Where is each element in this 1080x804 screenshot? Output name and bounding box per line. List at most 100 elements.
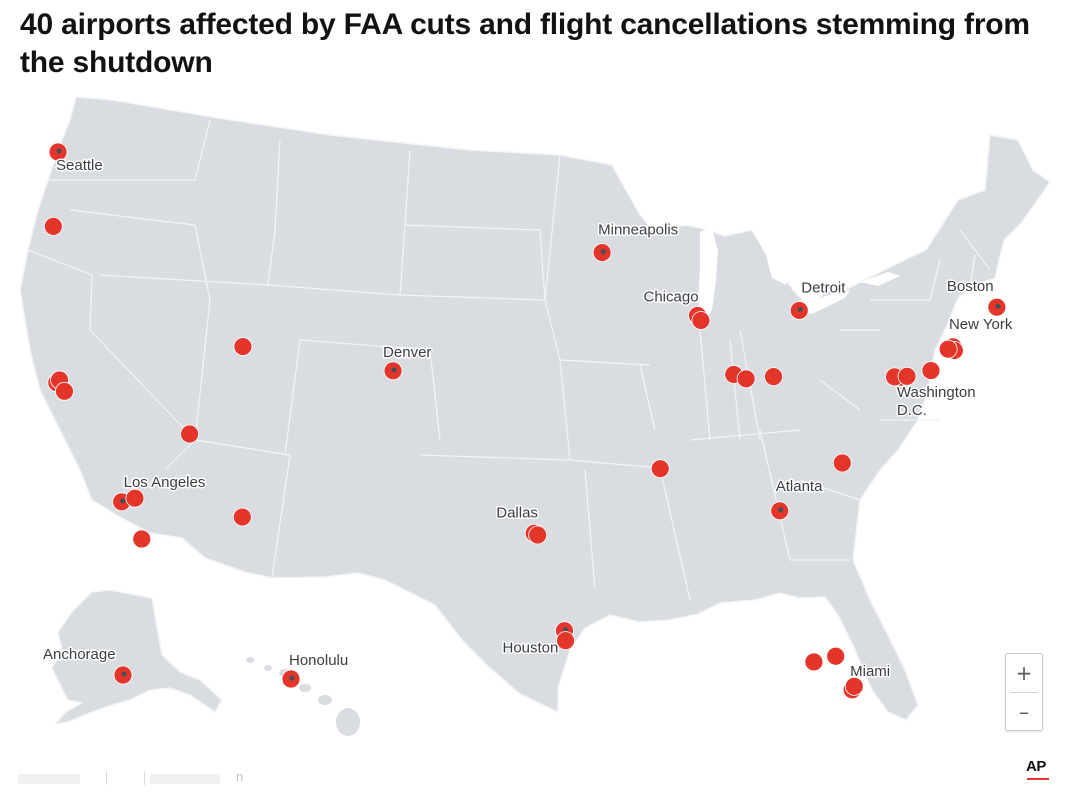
state-border-line bbox=[759, 429, 791, 561]
airport-marker[interactable] bbox=[691, 311, 711, 330]
state-border-line bbox=[299, 339, 431, 351]
hawaii-island bbox=[264, 665, 272, 671]
airport-marker[interactable] bbox=[281, 669, 301, 689]
airport-marker[interactable] bbox=[233, 337, 253, 356]
airport-dot[interactable] bbox=[938, 339, 958, 359]
airport-dot[interactable] bbox=[826, 646, 846, 666]
airport-dot[interactable] bbox=[233, 337, 253, 356]
airport-dot[interactable] bbox=[55, 381, 74, 401]
hawaii-island bbox=[246, 657, 254, 663]
airport-marker[interactable] bbox=[789, 301, 809, 320]
city-labels: Seattle Los Angeles Denver Dallas Houston Min… bbox=[42, 156, 1015, 682]
airport-dot[interactable] bbox=[691, 311, 711, 330]
alaska-shape bbox=[51, 589, 223, 725]
zoom-divider bbox=[1010, 692, 1038, 693]
state-border-line bbox=[284, 339, 301, 456]
airport-dot[interactable] bbox=[844, 676, 864, 696]
airport-marker[interactable] bbox=[770, 501, 790, 521]
city-label: Chicago bbox=[644, 289, 699, 306]
airport-marker[interactable] bbox=[43, 216, 63, 236]
city-center-dot bbox=[797, 306, 803, 313]
state-border-line bbox=[959, 229, 991, 271]
state-border-line bbox=[194, 299, 211, 441]
city-center-dot bbox=[289, 675, 295, 681]
airport-dot[interactable] bbox=[832, 453, 852, 473]
airport-marker[interactable] bbox=[232, 507, 252, 527]
airport-dot[interactable] bbox=[556, 631, 575, 651]
city-label: Houston bbox=[502, 640, 558, 657]
airport-marker[interactable] bbox=[938, 339, 958, 359]
city-label: Miami bbox=[850, 663, 890, 680]
airport-marker[interactable] bbox=[987, 297, 1007, 317]
city-center-dot bbox=[120, 498, 126, 504]
airport-dot[interactable] bbox=[921, 361, 941, 380]
airport-marker[interactable] bbox=[736, 369, 756, 389]
state-border-line bbox=[819, 379, 861, 411]
airport-marker[interactable] bbox=[832, 453, 852, 473]
hawaii-island bbox=[318, 695, 332, 705]
airport-dot[interactable] bbox=[764, 367, 783, 387]
airport-dot[interactable] bbox=[43, 216, 63, 236]
airport-dot[interactable] bbox=[804, 652, 824, 672]
airport-dot[interactable] bbox=[736, 369, 756, 389]
lake-ontario bbox=[860, 272, 900, 286]
airport-dot[interactable] bbox=[125, 488, 145, 508]
airport-marker[interactable] bbox=[804, 652, 824, 672]
state-border-line bbox=[267, 229, 276, 286]
state-border-line bbox=[639, 364, 656, 431]
state-border-line bbox=[404, 149, 411, 226]
city-label: Minneapolis bbox=[598, 222, 678, 239]
airport-marker[interactable] bbox=[826, 646, 846, 666]
zoom-out-button[interactable]: – bbox=[1019, 700, 1029, 724]
attribution-fragment: n bbox=[236, 769, 244, 784]
city-center-dot bbox=[600, 249, 606, 255]
airport-marker[interactable] bbox=[125, 488, 145, 508]
airport-dot[interactable] bbox=[132, 529, 152, 549]
state-border-line bbox=[659, 467, 691, 601]
city-center-dot bbox=[56, 148, 62, 154]
map-title: 40 airports affected by FAA cuts and fli… bbox=[20, 8, 1030, 79]
airport-marker[interactable] bbox=[48, 142, 68, 162]
airport-marker[interactable] bbox=[556, 631, 575, 651]
city-label: Seattle bbox=[56, 157, 103, 174]
hawaii-island bbox=[299, 684, 311, 692]
state-border-line bbox=[194, 439, 291, 456]
airport-dot[interactable] bbox=[897, 366, 917, 386]
airport-marker[interactable] bbox=[113, 665, 133, 685]
great-lakes bbox=[640, 200, 900, 322]
airport-marker[interactable] bbox=[650, 459, 670, 479]
state-border-line bbox=[569, 459, 661, 469]
state-border-line bbox=[699, 329, 711, 441]
zoom-in-button[interactable]: + bbox=[1015, 661, 1033, 685]
airport-marker[interactable] bbox=[897, 366, 917, 386]
airport-marker[interactable] bbox=[132, 529, 152, 549]
airport-marker[interactable] bbox=[55, 381, 74, 401]
lake-huron bbox=[752, 230, 792, 285]
hawaii-island bbox=[336, 708, 360, 736]
city-label: Atlanta bbox=[776, 478, 823, 495]
lake-michigan bbox=[698, 228, 718, 322]
state-border-line bbox=[271, 454, 291, 579]
airport-dot[interactable] bbox=[180, 424, 200, 444]
state-border-line bbox=[194, 119, 211, 181]
airport-marker[interactable] bbox=[592, 243, 612, 263]
state-border-line bbox=[429, 349, 441, 441]
airport-dot[interactable] bbox=[232, 507, 252, 527]
state-borders bbox=[27, 119, 991, 601]
state-border-line bbox=[99, 274, 269, 286]
airport-marker[interactable] bbox=[764, 367, 783, 387]
airport-marker[interactable] bbox=[528, 525, 548, 545]
airport-dot[interactable] bbox=[650, 459, 670, 479]
state-border-line bbox=[729, 339, 741, 441]
state-border-line bbox=[539, 229, 546, 301]
airport-marker[interactable] bbox=[844, 676, 864, 696]
airport-marker[interactable] bbox=[921, 361, 941, 380]
city-label: Los Angeles bbox=[124, 474, 206, 491]
airport-marker[interactable] bbox=[383, 361, 403, 381]
airport-marker[interactable] bbox=[180, 424, 200, 444]
state-border-line bbox=[929, 259, 941, 301]
contiguous-us-shape bbox=[19, 96, 1051, 721]
city-center-dot bbox=[391, 367, 397, 373]
airport-dot[interactable] bbox=[528, 525, 548, 545]
